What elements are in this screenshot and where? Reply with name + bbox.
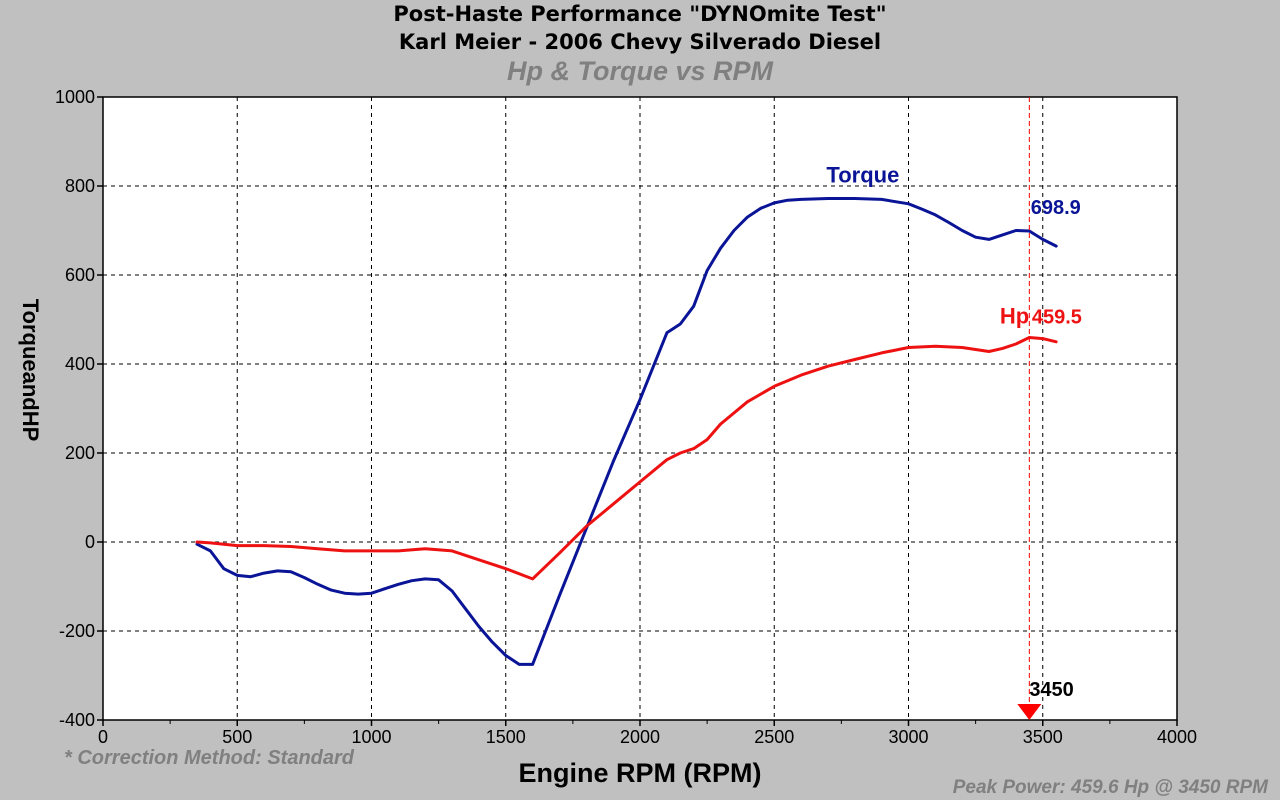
x-tick-label: 4000 [1157,727,1197,747]
hp-line [195,336,1058,581]
peak-marker-label: 3450 [1029,679,1074,701]
y-axis-label: TorqueandHP [18,298,43,442]
y-tick-label: 800 [65,176,95,196]
torque-series-label: Torque [826,162,899,187]
x-tick-label: 3500 [1023,727,1063,747]
series-labels: Torque 698.9 Hp 459.5 [826,162,1082,328]
x-tick-label: 500 [222,727,252,747]
title-line-2: Karl Meier - 2006 Chevy Silverado Diesel [398,30,882,54]
y-tick-label: 600 [65,265,95,285]
x-tick-label: 3000 [888,727,928,747]
plot-area [102,96,1178,721]
torque-line [195,197,1058,666]
correction-note: * Correction Method: Standard [64,747,355,769]
y-tick-label: 400 [65,354,95,374]
axis-ticks: 0 500 1000 1500 2000 2500 3000 3500 4000-400-200… [55,87,1197,747]
title-line-1: Post-Haste Performance "DYNOmite Test" [393,2,887,26]
x-axis-label: Engine RPM (RPM) [518,758,762,788]
y-tick-label: -200 [59,621,95,641]
chart-title: Hp & Torque vs RPM [506,56,774,86]
peak-marker-triangle [1017,704,1042,720]
y-tick-label: 200 [65,443,95,463]
grid-lines [103,97,1177,720]
y-tick-label: 1000 [55,87,95,107]
x-tick-label: 2500 [754,727,794,747]
y-tick-label: -400 [59,710,95,730]
torque-end-value: 698.9 [1031,197,1081,219]
x-tick-label: 0 [98,727,108,747]
peak-power-note: Peak Power: 459.6 Hp @ 3450 RPM [952,777,1268,798]
hp-end-value: 459.5 [1032,307,1082,329]
x-tick-label: 1000 [351,727,391,747]
peak-marker: 3450 [1017,97,1074,720]
x-tick-label: 2000 [620,727,660,747]
series-lines [195,197,1058,666]
y-tick-label: 0 [85,532,95,552]
hp-series-label: Hp [1000,304,1029,329]
x-tick-label: 1500 [486,727,526,747]
